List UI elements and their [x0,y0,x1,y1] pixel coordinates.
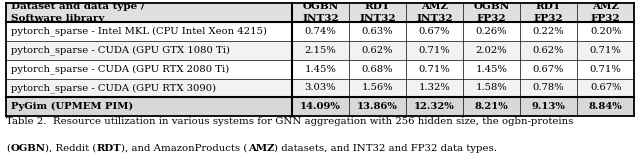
Text: 8.84%: 8.84% [589,102,623,111]
Text: 0.62%: 0.62% [362,46,393,55]
Text: 1.45%: 1.45% [305,65,336,74]
Text: 0.67%: 0.67% [590,83,621,92]
Text: pytorch_sparse - CUDA (GPU GTX 1080 Ti): pytorch_sparse - CUDA (GPU GTX 1080 Ti) [11,45,230,55]
Text: 0.68%: 0.68% [362,65,393,74]
Text: 13.86%: 13.86% [357,102,398,111]
Text: AMZ: AMZ [248,144,274,153]
Text: Dataset and data type /
Software library: Dataset and data type / Software library [11,2,145,23]
Text: 1.32%: 1.32% [419,83,451,92]
Text: 0.74%: 0.74% [305,27,336,36]
Text: RDT: RDT [97,144,122,153]
Text: 2.02%: 2.02% [476,46,508,55]
Text: 0.71%: 0.71% [419,46,451,55]
Text: OGBN
INT32: OGBN INT32 [302,2,339,23]
Text: RDT
FP32: RDT FP32 [534,2,563,23]
Text: pytorch_sparse - Intel MKL (CPU Intel Xeon 4215): pytorch_sparse - Intel MKL (CPU Intel Xe… [11,27,267,37]
Text: OGBN
FP32: OGBN FP32 [474,2,509,23]
Text: RDT
INT32: RDT INT32 [359,2,396,23]
Text: 1.58%: 1.58% [476,83,508,92]
Text: 14.09%: 14.09% [300,102,340,111]
Text: AMZ
FP32: AMZ FP32 [591,2,621,23]
Text: (: ( [6,144,10,153]
Text: 0.20%: 0.20% [590,27,621,36]
Text: 0.71%: 0.71% [590,46,621,55]
Text: 0.22%: 0.22% [533,27,564,36]
Text: ), and AmazonProducts (: ), and AmazonProducts ( [122,144,248,153]
Text: 0.62%: 0.62% [533,46,564,55]
Text: 3.03%: 3.03% [305,83,336,92]
Text: 0.71%: 0.71% [590,65,621,74]
Text: 8.21%: 8.21% [475,102,508,111]
Text: 0.26%: 0.26% [476,27,508,36]
Text: 0.67%: 0.67% [419,27,450,36]
Text: 0.63%: 0.63% [362,27,393,36]
Text: OGBN: OGBN [10,144,45,153]
Text: pytorch_sparse - CUDA (GPU RTX 2080 Ti): pytorch_sparse - CUDA (GPU RTX 2080 Ti) [11,64,229,74]
Text: 1.56%: 1.56% [362,83,393,92]
Text: ) datasets, and INT32 and FP32 data types.: ) datasets, and INT32 and FP32 data type… [274,144,497,153]
Text: pytorch_sparse - CUDA (GPU RTX 3090): pytorch_sparse - CUDA (GPU RTX 3090) [11,83,216,93]
Text: 1.45%: 1.45% [476,65,508,74]
Text: AMZ
INT32: AMZ INT32 [416,2,452,23]
Text: 0.71%: 0.71% [419,65,451,74]
Text: PyGim (UPMEM PIM): PyGim (UPMEM PIM) [11,102,133,111]
Text: 12.32%: 12.32% [414,102,455,111]
Text: Table 2.  Resource utilization in various systems for GNN aggregation with 256 h: Table 2. Resource utilization in various… [6,117,574,126]
Text: 0.78%: 0.78% [533,83,564,92]
Text: 0.67%: 0.67% [533,65,564,74]
Text: 9.13%: 9.13% [532,102,566,111]
Text: 2.15%: 2.15% [305,46,336,55]
Text: ), Reddit (: ), Reddit ( [45,144,97,153]
